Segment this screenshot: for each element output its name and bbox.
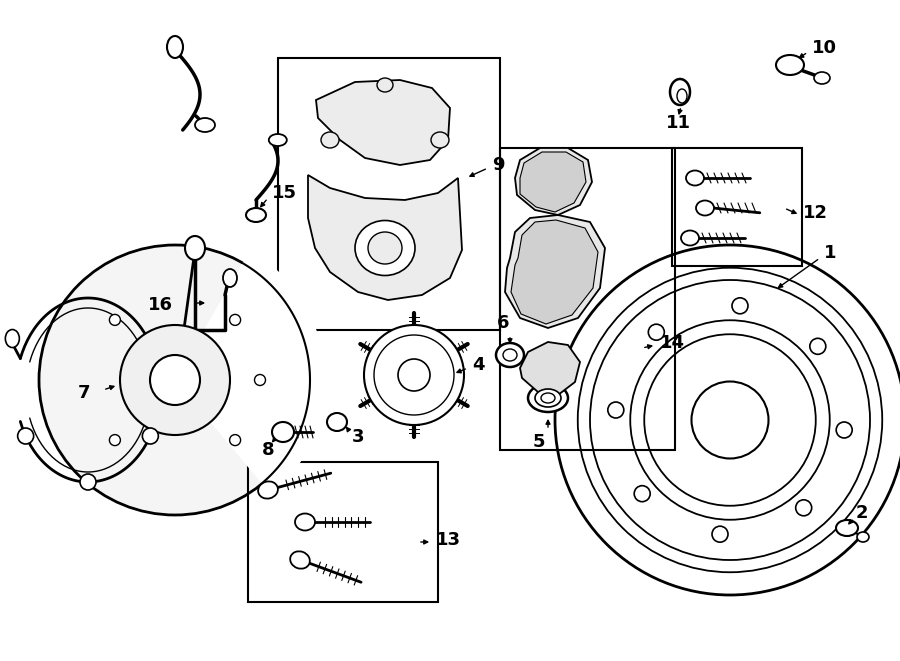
- Ellipse shape: [327, 413, 347, 431]
- Bar: [500, 148, 675, 450]
- Ellipse shape: [670, 79, 690, 105]
- Text: 7: 7: [78, 384, 91, 402]
- Text: 16: 16: [148, 296, 173, 314]
- Ellipse shape: [272, 422, 294, 442]
- Ellipse shape: [167, 36, 183, 58]
- Ellipse shape: [686, 171, 704, 186]
- Ellipse shape: [195, 118, 215, 132]
- Ellipse shape: [541, 393, 555, 403]
- Ellipse shape: [230, 434, 240, 446]
- Bar: [248, 462, 438, 602]
- Ellipse shape: [5, 330, 19, 348]
- Ellipse shape: [398, 359, 430, 391]
- Ellipse shape: [110, 434, 121, 446]
- Text: 12: 12: [803, 204, 828, 222]
- Ellipse shape: [142, 428, 158, 444]
- Ellipse shape: [269, 134, 287, 146]
- Wedge shape: [175, 250, 325, 495]
- Ellipse shape: [120, 325, 230, 435]
- Ellipse shape: [223, 269, 237, 287]
- Ellipse shape: [691, 381, 769, 459]
- Ellipse shape: [535, 389, 561, 407]
- Polygon shape: [308, 175, 462, 300]
- Ellipse shape: [431, 132, 449, 148]
- Polygon shape: [316, 80, 450, 165]
- Polygon shape: [520, 342, 580, 395]
- Ellipse shape: [836, 520, 858, 536]
- Polygon shape: [505, 215, 605, 328]
- Ellipse shape: [814, 72, 830, 84]
- Polygon shape: [515, 148, 592, 215]
- Ellipse shape: [503, 349, 517, 361]
- Ellipse shape: [80, 474, 96, 490]
- Ellipse shape: [796, 500, 812, 516]
- Text: 11: 11: [666, 114, 691, 132]
- Ellipse shape: [857, 532, 869, 542]
- Ellipse shape: [255, 375, 266, 385]
- Ellipse shape: [634, 486, 650, 502]
- Ellipse shape: [321, 132, 339, 148]
- Text: 15: 15: [272, 184, 297, 202]
- Ellipse shape: [110, 315, 121, 325]
- Ellipse shape: [230, 315, 240, 325]
- Polygon shape: [520, 152, 586, 212]
- Ellipse shape: [39, 245, 311, 515]
- Ellipse shape: [290, 551, 310, 568]
- Text: 8: 8: [262, 441, 274, 459]
- Ellipse shape: [295, 514, 315, 531]
- Ellipse shape: [528, 384, 568, 412]
- Ellipse shape: [681, 231, 699, 245]
- Ellipse shape: [648, 324, 664, 340]
- Ellipse shape: [150, 355, 200, 405]
- Ellipse shape: [18, 428, 33, 444]
- Ellipse shape: [677, 89, 687, 103]
- Ellipse shape: [696, 200, 714, 215]
- Bar: [278, 58, 500, 330]
- Text: 5: 5: [533, 433, 545, 451]
- Text: 14: 14: [660, 334, 685, 352]
- Text: 13: 13: [436, 531, 461, 549]
- Ellipse shape: [364, 325, 464, 425]
- Ellipse shape: [608, 402, 624, 418]
- Text: 9: 9: [492, 156, 505, 174]
- Polygon shape: [511, 220, 598, 324]
- Ellipse shape: [712, 526, 728, 542]
- Text: 10: 10: [812, 39, 837, 57]
- Ellipse shape: [836, 422, 852, 438]
- Ellipse shape: [258, 481, 278, 498]
- Ellipse shape: [355, 221, 415, 276]
- Ellipse shape: [246, 208, 266, 222]
- Ellipse shape: [810, 338, 826, 354]
- Ellipse shape: [185, 236, 205, 260]
- Text: 3: 3: [352, 428, 365, 446]
- Bar: [672, 148, 802, 266]
- Ellipse shape: [368, 232, 402, 264]
- Ellipse shape: [377, 78, 393, 92]
- Ellipse shape: [776, 55, 804, 75]
- Text: 4: 4: [472, 356, 484, 374]
- Text: 6: 6: [497, 314, 509, 332]
- Ellipse shape: [496, 343, 524, 367]
- Ellipse shape: [555, 245, 900, 595]
- Text: 1: 1: [824, 244, 836, 262]
- Ellipse shape: [732, 298, 748, 314]
- Text: 2: 2: [856, 504, 868, 522]
